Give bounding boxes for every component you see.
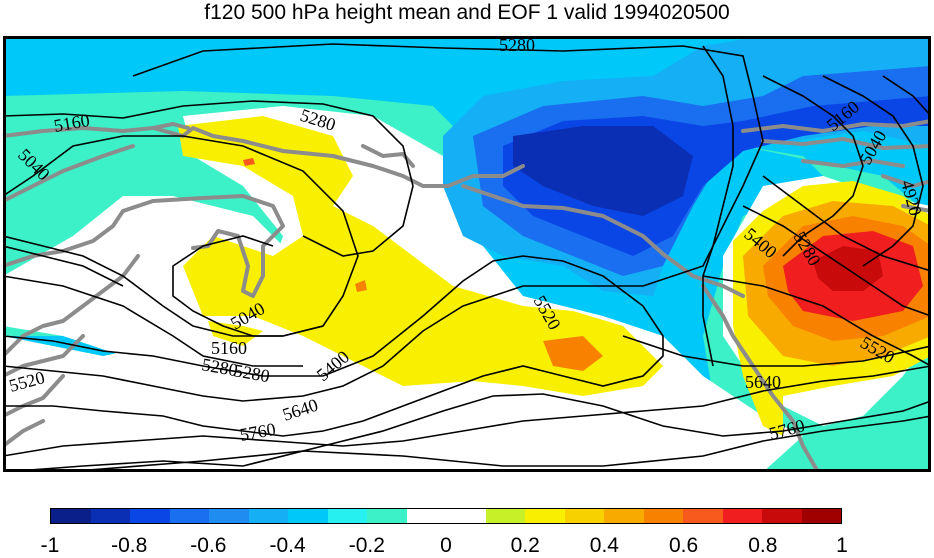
anomaly-pos-spot-north — [243, 158, 255, 166]
colorbar-swatch — [564, 509, 604, 523]
colorbar-swatch — [130, 509, 170, 523]
anomaly-neg-core — [513, 126, 693, 216]
map-panel: 5280 5280 5160 5040 5040 5280 5160 5280 … — [3, 36, 931, 472]
anomaly-pos-weak-central — [178, 116, 663, 396]
coastlines — [3, 119, 931, 472]
colorbar-tick-label: -0.2 — [348, 534, 385, 557]
colorbar-swatch — [801, 509, 841, 523]
colorbar-swatch — [604, 509, 644, 523]
colorbar-tick-label: 0.4 — [589, 534, 619, 557]
contour-label: 5640 — [745, 372, 781, 392]
colorbar-swatch — [683, 509, 723, 523]
colorbar-swatch — [485, 509, 525, 523]
colorbar-tick-label: -0.4 — [269, 534, 306, 557]
anomaly-pos-spot-central — [543, 336, 603, 371]
colorbar-swatch — [169, 509, 209, 523]
map-svg: 5280 5280 5160 5040 5040 5280 5160 5280 … — [3, 36, 931, 472]
colorbar-tick-label: -1 — [40, 534, 60, 557]
colorbar-swatch — [248, 509, 288, 523]
colorbar-swatch — [446, 509, 486, 523]
colorbar-swatch — [288, 509, 328, 523]
colorbar-swatch — [367, 509, 407, 523]
contour-label: 5160 — [211, 338, 247, 358]
colorbar-tick-labels: -1 -0.8 -0.6 -0.4 -0.2 0 0.2 0.4 0.6 0.8 1 — [0, 534, 934, 558]
colorbar-swatch — [90, 509, 130, 523]
colorbar-swatch — [762, 509, 802, 523]
colorbar-swatch — [525, 509, 565, 523]
colorbar-tick-label: 0.6 — [668, 534, 699, 557]
colorbar-swatch — [722, 509, 762, 523]
colorbar-tick-label: 0 — [440, 534, 452, 557]
colorbar-swatch — [209, 509, 249, 523]
colorbar — [50, 508, 842, 524]
colorbar-tick-label: -0.6 — [190, 534, 227, 557]
colorbar-tick-label: 0.8 — [748, 534, 778, 557]
colorbar-swatch — [643, 509, 683, 523]
map-border — [3, 36, 931, 472]
map-title: f120 500 hPa height mean and EOF 1 valid… — [204, 1, 730, 24]
colorbar-tick-label: 0.2 — [510, 534, 540, 557]
colorbar-tick-label: -0.8 — [111, 534, 148, 557]
colorbar-swatch — [406, 509, 446, 523]
colorbar-swatch — [327, 509, 367, 523]
height-contours — [3, 43, 931, 472]
contour-label: 5280 — [499, 36, 535, 55]
colorbar-tick-label: 1 — [836, 534, 848, 557]
anomaly-pos-spot-small — [355, 280, 367, 292]
colorbar-swatch — [51, 509, 91, 523]
anomaly-pos-weak-small — [208, 321, 263, 346]
